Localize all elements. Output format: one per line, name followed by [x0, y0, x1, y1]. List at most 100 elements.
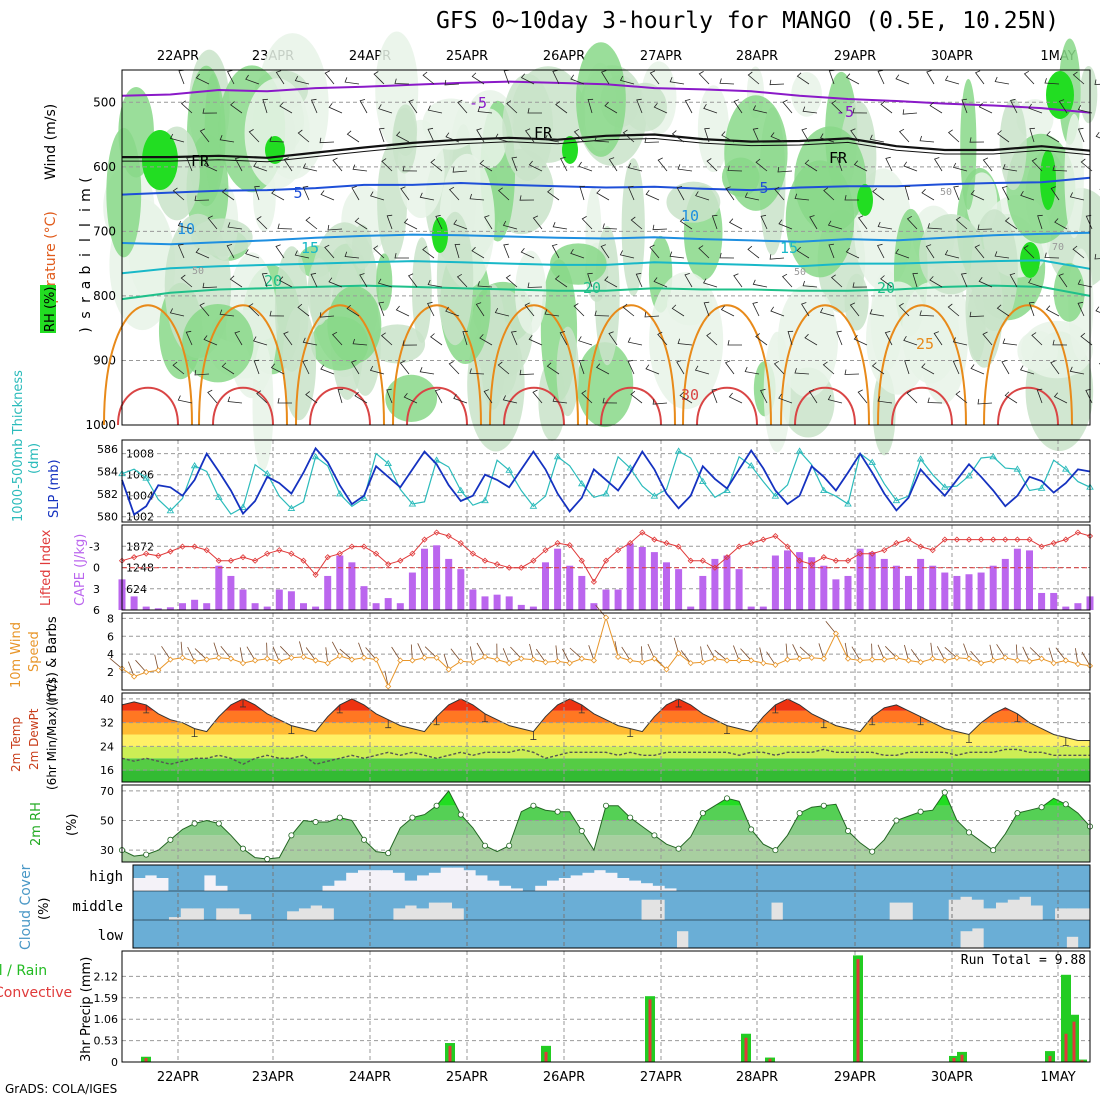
wind-barb [933, 157, 943, 172]
date-label-top: 27APR [640, 49, 682, 64]
cloud-bar [227, 865, 240, 891]
cloud-bar [215, 891, 229, 909]
contour-label: 70 [1052, 242, 1064, 253]
cloud-bar [404, 865, 418, 881]
cape-bar [892, 565, 900, 610]
wind-barb [844, 642, 849, 659]
cloud-bar [168, 891, 181, 918]
lifted-point [276, 547, 283, 554]
wind-barb [880, 100, 893, 114]
lifted-tick: 6 [93, 604, 100, 617]
cloud-bar [581, 920, 595, 948]
thickness-point [723, 486, 731, 493]
rh-tick: 50 [100, 815, 114, 828]
lifted-point [675, 543, 682, 550]
wind-barb [452, 167, 468, 173]
rh-shading-blob [515, 250, 547, 334]
isotherm-warm-arch [117, 386, 179, 426]
wind-barb [331, 331, 343, 346]
isotherm-warm-arch [891, 386, 953, 426]
cloud-bar [652, 920, 666, 948]
cloud-bar [688, 920, 701, 948]
wind-speed-point [1038, 655, 1045, 662]
cape-bar [360, 586, 368, 610]
wind-barb [1010, 98, 1018, 114]
lifted-point [748, 540, 755, 547]
lifted-point [796, 557, 803, 564]
cloud-bar [274, 865, 288, 891]
wind-barb [239, 647, 244, 664]
lifted-label: Lifted Index [39, 529, 54, 606]
wind-barb [535, 648, 546, 663]
cloud-bar [747, 865, 760, 891]
precip-tick: 2.12 [94, 970, 119, 983]
cloud-bar [900, 891, 914, 903]
wind-barb [760, 214, 768, 230]
lifted-point [373, 550, 380, 557]
wind-speed-point [978, 660, 985, 667]
temp-minmax-bar [143, 704, 150, 714]
rh-band [122, 820, 1090, 836]
cloud-bar [144, 920, 158, 948]
wind-barb [1001, 360, 1010, 375]
wind-barb [1094, 79, 1100, 85]
wind-barb [444, 79, 460, 86]
wind-barb [627, 185, 635, 201]
wind-barb [443, 653, 450, 670]
cloud-bar [1054, 891, 1067, 909]
cloud-bar [806, 865, 819, 891]
wind-barb [269, 310, 285, 317]
wind-barb [677, 338, 693, 346]
cloud-bar [558, 920, 571, 948]
wind-barb [202, 282, 218, 289]
cloud-bar [1078, 891, 1091, 909]
rh-point [724, 795, 731, 802]
cloud-bar [700, 891, 713, 920]
lifted-point [518, 564, 525, 571]
wind-barb [177, 243, 185, 259]
wind-barb [246, 646, 256, 661]
wind-barb [1077, 279, 1093, 288]
cloud-bar [133, 865, 146, 878]
cloud-bar [900, 865, 914, 891]
cloud-bar [1007, 891, 1020, 900]
wind-barb [604, 276, 618, 288]
cloud-bar [1066, 920, 1079, 937]
lifted-point [820, 554, 827, 561]
wind-speed-point [917, 659, 924, 666]
cape-bar [856, 548, 864, 610]
wind-speed-point [953, 654, 960, 661]
wind-barb [657, 157, 668, 172]
cloud-bar [452, 865, 465, 868]
wind-barb [622, 129, 635, 143]
wind-barb [552, 69, 560, 85]
wind-barb [1022, 646, 1030, 662]
wind-barb [399, 360, 410, 375]
wind-label: (m/s) & Barbs [45, 616, 60, 706]
lifted-point [723, 554, 731, 561]
wind-barb [919, 135, 935, 143]
wind-barb [587, 98, 594, 114]
wind-barb [630, 216, 643, 230]
chart-title: GFS 0~10day 3-hourly for MANGO (0.5E, 10… [436, 8, 1060, 34]
date-label-bottom: 29APR [834, 1070, 876, 1085]
cape-frame [121, 524, 1091, 611]
wind-speed-point [1014, 657, 1021, 664]
rh-shading-blob [576, 342, 634, 428]
cloud-bar [487, 865, 500, 881]
cloud-bar [629, 865, 642, 881]
wind-barb [831, 100, 843, 114]
cloud-bar [416, 865, 429, 876]
cloud-bar [262, 865, 276, 891]
cape-bar [445, 558, 453, 610]
thickness-tick: 584 [97, 465, 118, 478]
lifted-tick: -3 [89, 541, 100, 554]
wind-barb [955, 390, 968, 404]
wind-barb [256, 216, 268, 230]
wind-barb [354, 217, 368, 230]
wind-barb [573, 303, 585, 317]
cloud-bar [215, 865, 229, 886]
cape-bar [505, 596, 513, 610]
precip-convective-bar [768, 1058, 772, 1062]
temp-minmax-bar [288, 725, 295, 735]
